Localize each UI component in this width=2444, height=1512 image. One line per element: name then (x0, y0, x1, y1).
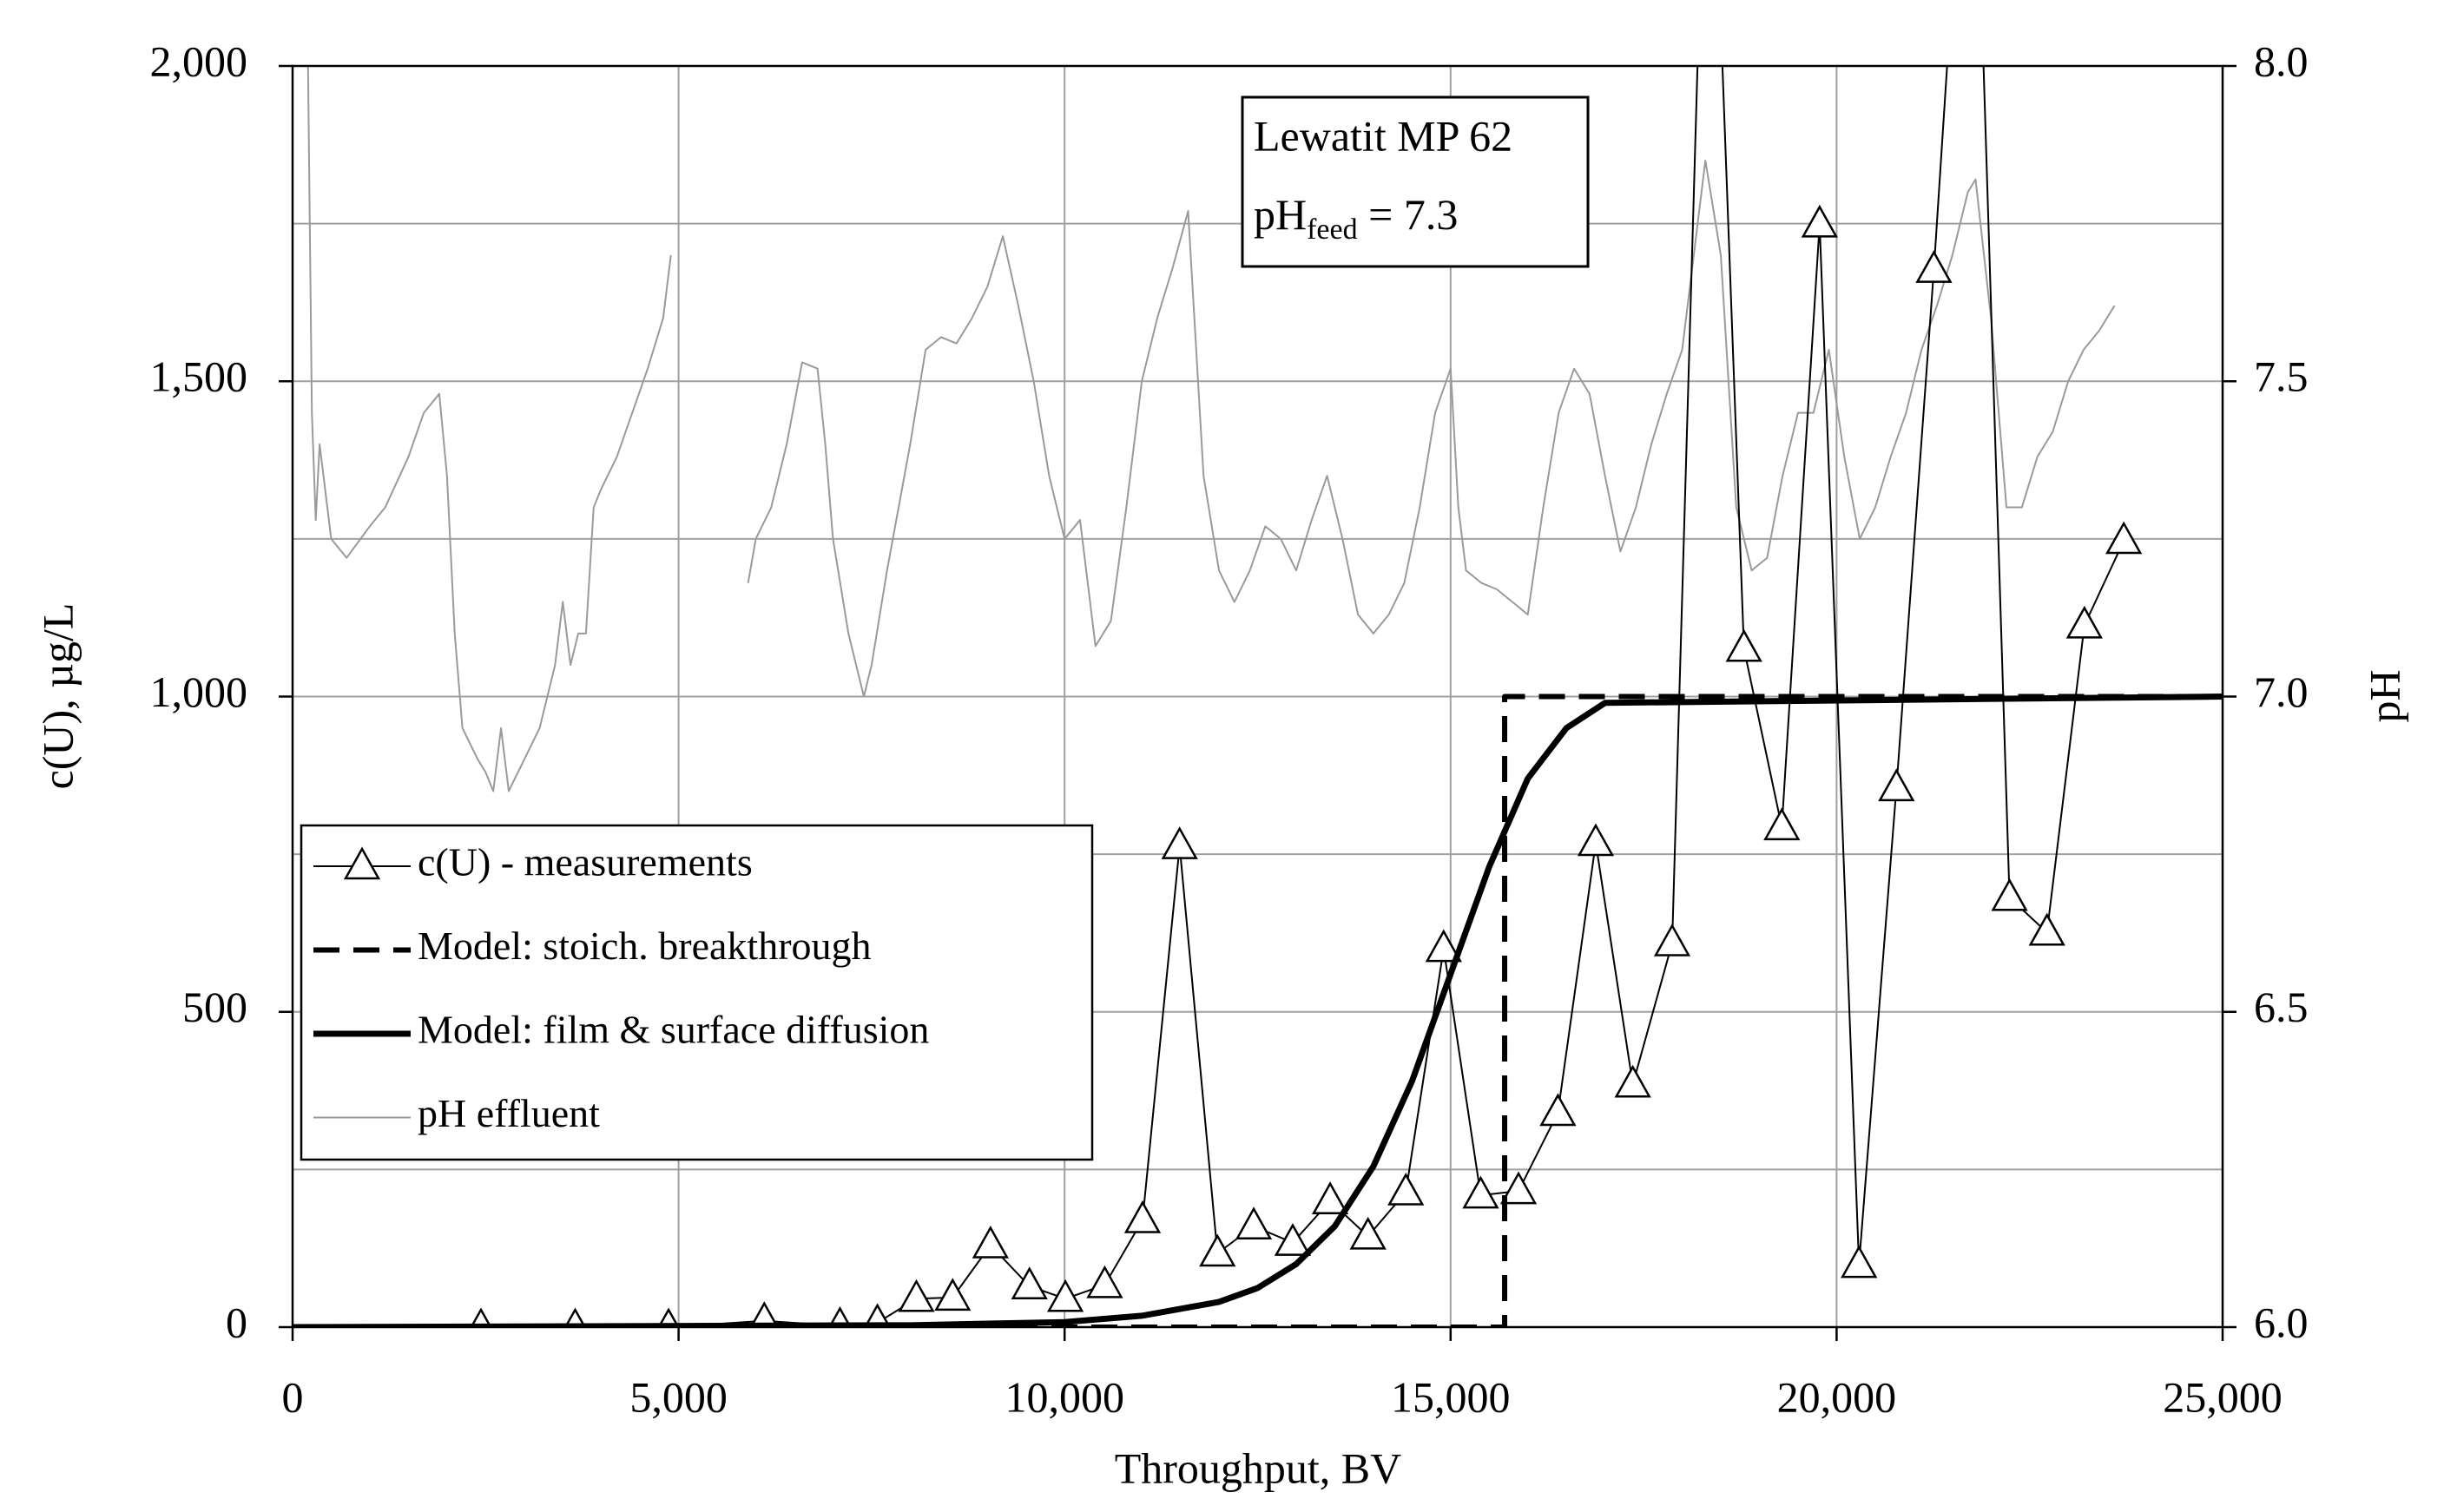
data-point (1577, 823, 1615, 857)
data-point (1653, 923, 1691, 957)
data-point (1499, 1171, 1538, 1205)
data-point (1046, 1279, 1084, 1312)
series-line (293, 694, 2223, 1327)
plot-area (293, 66, 2223, 1327)
axes: 0 5,000 10,000 15,000 20,000 25,000 0 500 1,000 1… (150, 36, 2309, 1421)
data-point (2028, 912, 2065, 946)
y-tick-label: 0 (226, 1298, 247, 1346)
data-point (1086, 1265, 1123, 1298)
legend-label: pH effluent (418, 1091, 600, 1135)
data-point (972, 1225, 1009, 1259)
annotation-subscript: feed (1307, 214, 1358, 246)
x-tick-label: 15,000 (1391, 1372, 1511, 1421)
annotation-text: = 7.3 (1358, 190, 1459, 239)
y-tick-label: 1,000 (150, 667, 248, 716)
y-tick-label: 500 (182, 983, 247, 1031)
data-point (1725, 628, 1762, 662)
y-tick-label: 1,500 (150, 352, 248, 401)
data-point (1349, 1216, 1387, 1250)
data-point (1539, 1093, 1577, 1127)
x-tick-label: 5,000 (629, 1372, 728, 1421)
y2-tick-label: 7.0 (2254, 667, 2309, 716)
legend-marker (343, 846, 381, 880)
x-tick-label: 25,000 (2163, 1372, 2283, 1421)
legend-label: Model: film & surface diffusion (418, 1008, 929, 1052)
legend-label: Model: stoich. breakthrough (418, 924, 872, 968)
data-point (1161, 826, 1198, 859)
data-point (1199, 1233, 1236, 1267)
annotation-line: Lewatit MP 62 (1254, 111, 1512, 160)
data-point (1425, 929, 1462, 963)
y-tick-label: 2,000 (150, 36, 248, 85)
x-tick-label: 20,000 (1777, 1372, 1897, 1421)
y2-axis-label: pH (2360, 669, 2408, 722)
data-point (1763, 807, 1801, 841)
data-point (1878, 768, 1915, 802)
series-line (293, 694, 2223, 1327)
series-line (306, 66, 2116, 792)
annotation-box (1241, 95, 1590, 268)
data-point (1235, 1206, 1273, 1240)
data-point (2065, 605, 2103, 639)
data-point (1801, 204, 1838, 238)
data-point (1123, 1200, 1162, 1233)
legend: c(U) - measurements Model: stoich. breakt… (300, 824, 1094, 1161)
data-point (1462, 1175, 1499, 1209)
data-point (864, 1303, 892, 1327)
x-tick-label: 10,000 (1005, 1372, 1124, 1421)
y2-tick-label: 7.5 (2254, 352, 2309, 401)
y2-tick-label: 6.5 (2254, 983, 2309, 1031)
data-point (898, 1279, 935, 1312)
y2-tick-label: 8.0 (2254, 36, 2309, 85)
data-point (1387, 1172, 1425, 1206)
data-point (1274, 1223, 1312, 1256)
data-point (1011, 1266, 1048, 1300)
legend-box (300, 824, 1094, 1161)
data-point (1915, 250, 1953, 283)
x-tick-label: 0 (282, 1372, 304, 1421)
legend-label: c(U) - measurements (418, 840, 753, 884)
x-axis-label: Throughput, BV (1115, 1443, 1402, 1492)
data-point (934, 1278, 972, 1311)
y2-tick-label: 6.0 (2254, 1298, 2309, 1346)
data-point (1311, 1181, 1349, 1214)
data-point (749, 1301, 779, 1327)
data-point (1991, 878, 2028, 911)
data-point (1841, 1245, 1878, 1279)
data-point (1614, 1064, 1651, 1098)
y-axis-label: c(U), µg/L (33, 603, 82, 790)
annotation-text: pH (1254, 190, 1307, 239)
data-point (2105, 521, 2143, 555)
annotation-line: pHfeed = 7.3 (1254, 190, 1458, 245)
